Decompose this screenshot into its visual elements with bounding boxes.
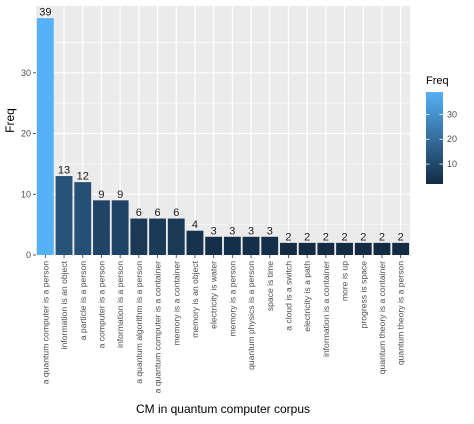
legend-title: Freq <box>426 75 449 87</box>
bar <box>167 218 185 255</box>
x-tick-label: quantum theory is a container <box>377 261 387 374</box>
bar <box>373 242 391 255</box>
x-tick-label: a quantum computer is a container <box>153 261 163 393</box>
bars <box>36 18 410 255</box>
bar <box>298 242 316 255</box>
bar-value-label: 2 <box>285 231 291 243</box>
bar <box>242 236 260 255</box>
legend-ticks: 10 20 30 <box>426 109 457 169</box>
color-legend: Freq 10 20 30 <box>426 75 457 184</box>
y-tick-label: 0 <box>26 250 31 260</box>
y-tick-label: 20 <box>21 129 31 139</box>
x-tick-label: information is a person <box>115 261 125 348</box>
x-tick-label: progress is space <box>358 261 368 329</box>
bar <box>336 242 353 255</box>
bar <box>55 176 73 255</box>
grid-lines <box>36 6 410 256</box>
bar <box>130 218 148 255</box>
bar-value-label: 9 <box>98 189 104 201</box>
bar-value-label: 3 <box>211 225 217 237</box>
bar-value-label: 2 <box>360 231 366 243</box>
bar-value-label: 6 <box>136 207 142 219</box>
bar-value-label: 3 <box>229 225 235 237</box>
x-tick-label: quantum theory is a person <box>396 261 406 365</box>
legend-tick-label: 10 <box>447 159 457 169</box>
x-axis-title: CM in quantum computer corpus <box>136 402 310 416</box>
bar-value-label: 13 <box>58 165 70 177</box>
bar <box>261 236 279 255</box>
bar-value-label: 3 <box>248 225 254 237</box>
x-tick-label: a computer is a person <box>96 261 106 349</box>
bar-value-label: 2 <box>323 231 329 243</box>
y-axis-ticks: 0 10 20 30 <box>21 68 36 260</box>
bar-value-label: 4 <box>192 219 198 231</box>
legend-tick-label: 30 <box>447 109 457 119</box>
bar-value-label: 12 <box>77 171 89 183</box>
bar <box>280 242 297 255</box>
legend-tick-label: 20 <box>447 134 457 144</box>
bar <box>205 236 223 255</box>
bar <box>223 236 241 255</box>
bar-value-label: 6 <box>154 207 160 219</box>
x-tick-label: electricity is water <box>209 261 219 329</box>
x-tick-label: a cloud is a switch <box>283 261 293 331</box>
x-tick-label: electricity is a path <box>302 261 312 332</box>
bar <box>392 242 410 255</box>
y-tick-label: 30 <box>21 68 31 78</box>
x-tick-label: information is a container <box>321 261 331 357</box>
y-axis-title: Freq <box>3 108 17 133</box>
x-tick-label: memory is a container <box>171 261 181 346</box>
bar-value-label: 3 <box>267 225 273 237</box>
x-tick-label: memory is a person <box>227 261 237 337</box>
x-tick-label: information is an object <box>59 260 69 349</box>
bar-value-label: 6 <box>173 207 179 219</box>
x-tick-label: memory is an object <box>190 260 200 338</box>
x-tick-label: space is time <box>265 261 275 311</box>
bar <box>111 200 129 255</box>
bar-value-label: 2 <box>398 231 404 243</box>
bar-value-label: 2 <box>341 231 347 243</box>
x-tick-label: a quantum computer is a person <box>40 261 50 384</box>
x-tick-label: more is up <box>340 261 350 301</box>
plot-panel <box>36 6 410 255</box>
bar <box>354 242 372 255</box>
y-tick-label: 10 <box>21 189 31 199</box>
x-axis-ticks: a quantum computer is a person informatio… <box>40 255 406 393</box>
bar <box>74 182 92 255</box>
bar <box>93 200 110 255</box>
bar-value-label: 39 <box>39 7 51 19</box>
bar-value-label: 9 <box>117 189 123 201</box>
bar <box>149 218 166 255</box>
x-tick-label: quantum physics is a person <box>246 261 256 370</box>
legend-color-bar <box>426 92 443 184</box>
bar <box>186 230 204 255</box>
x-tick-label: a particle is a person <box>78 261 88 341</box>
bar-value-label: 2 <box>304 231 310 243</box>
bar <box>36 18 54 255</box>
bar <box>317 242 335 255</box>
x-tick-label: a quantum algorithm is a person <box>134 261 144 384</box>
bar-value-label: 2 <box>379 231 385 243</box>
